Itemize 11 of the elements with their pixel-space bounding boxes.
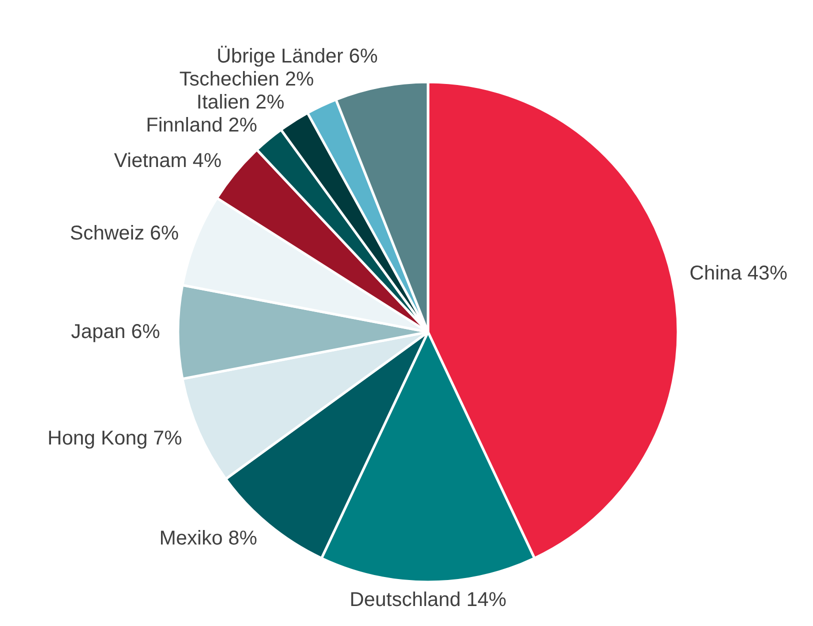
slice-label: Vietnam 4% (114, 150, 222, 172)
slice-label: Übrige Länder 6% (216, 46, 378, 68)
slice-label: Mexiko 8% (159, 528, 258, 550)
slice-label: Italien 2% (196, 92, 285, 114)
slice-label: Finnland 2% (146, 114, 258, 136)
slice-label: Japan 6% (71, 321, 160, 343)
slice-label: Hong Kong 7% (47, 427, 182, 450)
slice-label: Tschechien 2% (179, 68, 314, 90)
slice-label: Deutschland 14% (350, 589, 507, 611)
slice-label: Schweiz 6% (70, 222, 180, 244)
slice-label: China 43% (690, 262, 788, 285)
